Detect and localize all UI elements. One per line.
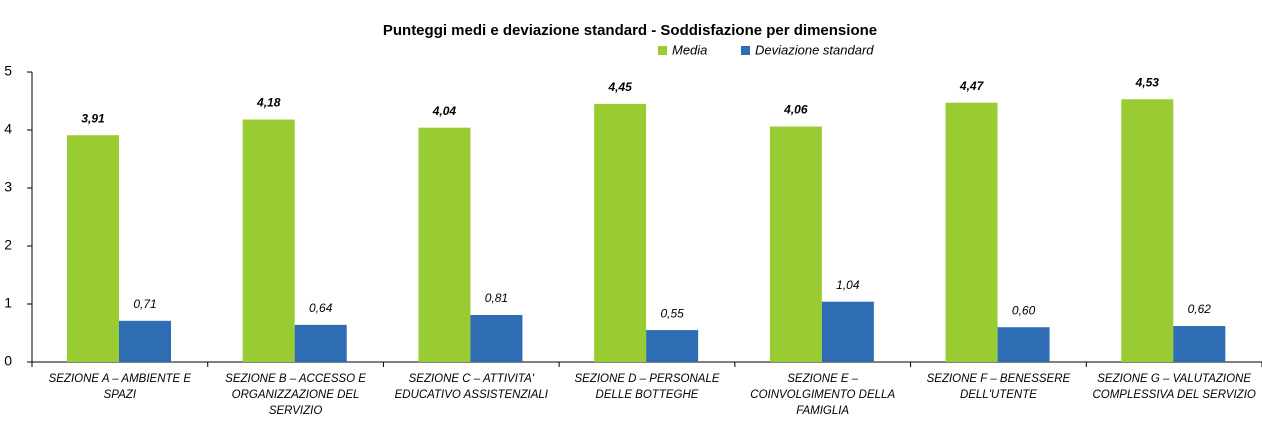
- value-label: 1,04: [836, 278, 860, 292]
- value-label: 0,64: [309, 301, 333, 315]
- bar: [1121, 99, 1174, 362]
- value-label: 4,45: [607, 80, 632, 94]
- bar: [1173, 326, 1226, 362]
- legend-label: Deviazione standard: [755, 42, 874, 57]
- bar: [294, 324, 347, 362]
- value-label: 0,81: [485, 291, 508, 305]
- y-tick-label: 1: [4, 295, 12, 311]
- legend-swatch: [658, 46, 667, 55]
- bar: [594, 103, 647, 363]
- value-label: 0,60: [1012, 303, 1036, 317]
- value-label: 0,71: [133, 297, 156, 311]
- x-tick-label: SEZIONE G – VALUTAZIONE COMPLESSIVA DEL …: [1092, 373, 1256, 401]
- chart-title: Punteggi medi e deviazione standard - So…: [383, 22, 877, 39]
- value-label: 4,18: [256, 96, 281, 110]
- value-label: 4,04: [432, 104, 457, 118]
- bar: [646, 330, 699, 362]
- x-tick-label: SEZIONE A – AMBIENTE E SPAZI: [48, 373, 192, 401]
- bar: [945, 102, 998, 363]
- bar: [997, 327, 1050, 362]
- bar: [769, 126, 822, 363]
- x-tick-label: SEZIONE B – ACCESSO E ORGANIZZAZIONE DEL…: [225, 373, 366, 417]
- x-tick-label: SEZIONE F – BENESSERE DELL'UTENTE: [926, 373, 1071, 401]
- bar: [821, 301, 874, 362]
- value-label: 4,06: [783, 103, 808, 117]
- y-tick-label: 3: [4, 179, 12, 195]
- x-tick-label: SEZIONE C – ATTIVITA' EDUCATIVO ASSISTEN…: [394, 373, 548, 401]
- y-tick-label: 2: [4, 237, 12, 253]
- bar: [418, 127, 471, 363]
- value-label: 0,55: [660, 306, 684, 320]
- legend-label: Media: [672, 42, 707, 57]
- value-label: 4,47: [959, 79, 985, 93]
- value-label: 0,62: [1188, 302, 1212, 316]
- bar: [67, 135, 119, 362]
- bar: [242, 119, 295, 362]
- y-tick-label: 0: [4, 353, 12, 369]
- y-tick-label: 4: [4, 121, 12, 137]
- y-tick-label: 5: [4, 63, 12, 79]
- x-tick-label: SEZIONE D – PERSONALE DELLE BOTTEGHE: [574, 373, 720, 401]
- legend-swatch: [741, 46, 750, 55]
- bar: [119, 320, 171, 362]
- value-label: 3,91: [81, 111, 105, 125]
- value-label: 4,53: [1135, 75, 1160, 89]
- bar: [470, 315, 523, 362]
- x-tick-label: SEZIONE E – COINVOLGIMENTO DELLA FAMIGLI…: [750, 373, 896, 417]
